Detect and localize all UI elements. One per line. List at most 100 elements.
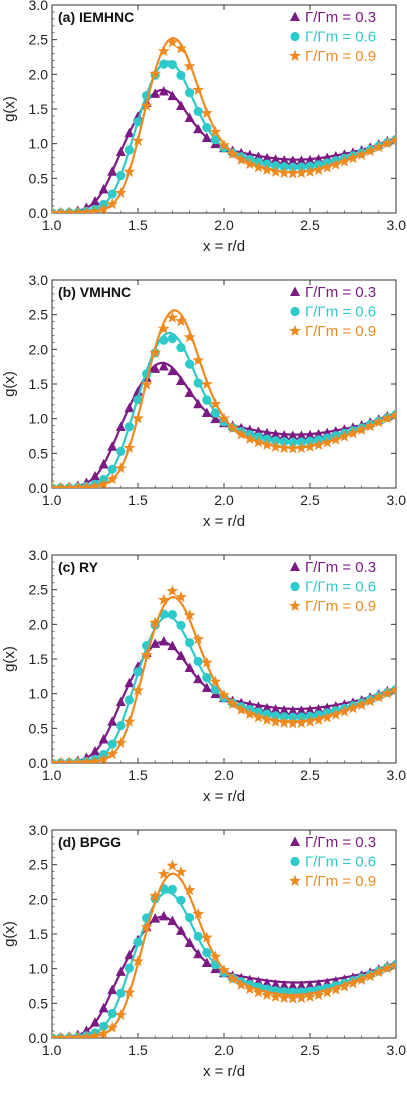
data-point	[176, 70, 186, 80]
data-point	[183, 609, 196, 621]
data-point	[202, 395, 212, 405]
data-point	[176, 343, 186, 353]
legend-label: Γ/Γm = 0.3	[305, 9, 376, 26]
data-point	[150, 88, 161, 98]
data-point	[295, 991, 308, 1004]
data-point	[132, 412, 144, 424]
x-tick-label: 3.0	[387, 217, 407, 233]
legend-marker	[289, 324, 301, 337]
data-point	[304, 440, 316, 452]
y-tick-label: 1.5	[29, 376, 49, 392]
data-point	[107, 166, 118, 176]
data-point	[252, 161, 265, 173]
data-point	[390, 958, 396, 971]
x-tick-label: 2.0	[214, 492, 234, 508]
data-point	[115, 966, 126, 976]
data-point	[98, 184, 109, 194]
series-line-3	[52, 872, 396, 1038]
x-tick-label: 2.0	[214, 217, 234, 233]
data-point	[193, 931, 203, 942]
data-point	[210, 413, 221, 424]
data-point	[166, 311, 179, 323]
data-point	[149, 346, 162, 358]
data-point	[132, 955, 144, 967]
y-tick-label: 2.0	[29, 341, 49, 357]
y-tick-label: 3.0	[29, 822, 49, 838]
data-point	[89, 755, 101, 763]
y-tick-label: 0.0	[29, 1030, 49, 1046]
data-point	[201, 957, 212, 968]
chart-panel-1: 0.0 0.5 1.0 1.5 2.0 2.5 3.0 1.0 1.5 2.0 2.5 3.0 x = …	[1, 0, 406, 255]
data-point	[107, 1008, 117, 1019]
data-point	[202, 673, 212, 683]
data-point	[209, 397, 222, 410]
data-point	[202, 948, 212, 958]
data-point	[218, 963, 230, 976]
data-point	[321, 436, 334, 448]
data-point	[390, 133, 396, 146]
data-point	[115, 696, 126, 706]
data-point	[295, 716, 308, 729]
legend-label: Γ/Γm = 0.9	[305, 873, 376, 890]
data-point	[185, 88, 195, 98]
data-point	[270, 154, 281, 164]
data-point	[116, 721, 126, 731]
legend-label: Γ/Γm = 0.3	[305, 284, 376, 301]
data-point	[278, 166, 291, 179]
y-tick-label: 2.0	[29, 66, 49, 82]
data-point	[158, 635, 169, 646]
panel-title: (a) IEMHNC	[58, 9, 134, 25]
data-point	[166, 36, 179, 48]
data-point	[192, 354, 205, 366]
data-point	[321, 161, 334, 173]
series-markers-2	[52, 883, 396, 1038]
y-tick-label: 2.5	[29, 32, 49, 48]
legend-marker	[289, 874, 301, 887]
data-point	[90, 471, 100, 481]
data-point	[270, 429, 281, 439]
data-point	[63, 206, 76, 213]
data-point	[167, 609, 177, 620]
data-point	[270, 704, 281, 714]
y-tick-label: 0.0	[29, 755, 49, 771]
legend-marker	[289, 599, 301, 612]
data-point	[167, 365, 178, 376]
legend-marker	[290, 836, 300, 846]
y-tick-label: 2.5	[29, 582, 49, 598]
data-point	[167, 915, 178, 926]
data-point	[201, 682, 212, 693]
y-tick-label: 1.5	[29, 101, 49, 117]
data-point	[355, 698, 368, 710]
x-tick-label: 3.0	[387, 767, 407, 783]
data-point	[114, 1008, 127, 1021]
y-tick-label: 0.5	[29, 445, 49, 461]
legend-label: Γ/Γm = 0.3	[305, 559, 376, 576]
data-point	[124, 677, 135, 688]
data-point	[158, 85, 169, 96]
data-point	[140, 99, 153, 111]
data-point	[390, 683, 396, 696]
data-point	[124, 695, 134, 705]
data-point	[158, 910, 169, 921]
data-point	[235, 978, 248, 990]
data-point	[279, 155, 290, 165]
data-point	[183, 60, 196, 72]
data-point	[107, 189, 117, 199]
data-point	[107, 984, 118, 995]
data-point	[71, 1031, 84, 1038]
data-point	[347, 702, 359, 714]
x-tick-label: 2.0	[214, 767, 234, 783]
y-tick-label: 1.0	[29, 136, 49, 152]
data-point	[123, 986, 136, 998]
data-point	[158, 360, 169, 371]
data-point	[157, 322, 170, 334]
x-tick-label: 1.5	[128, 1042, 148, 1058]
data-point	[116, 446, 126, 456]
data-point	[287, 980, 298, 990]
data-point	[262, 427, 272, 438]
legend-marker	[290, 306, 300, 317]
data-point	[184, 662, 195, 672]
data-point	[176, 895, 186, 905]
data-point	[200, 106, 213, 119]
series-markers-3	[52, 859, 396, 1038]
